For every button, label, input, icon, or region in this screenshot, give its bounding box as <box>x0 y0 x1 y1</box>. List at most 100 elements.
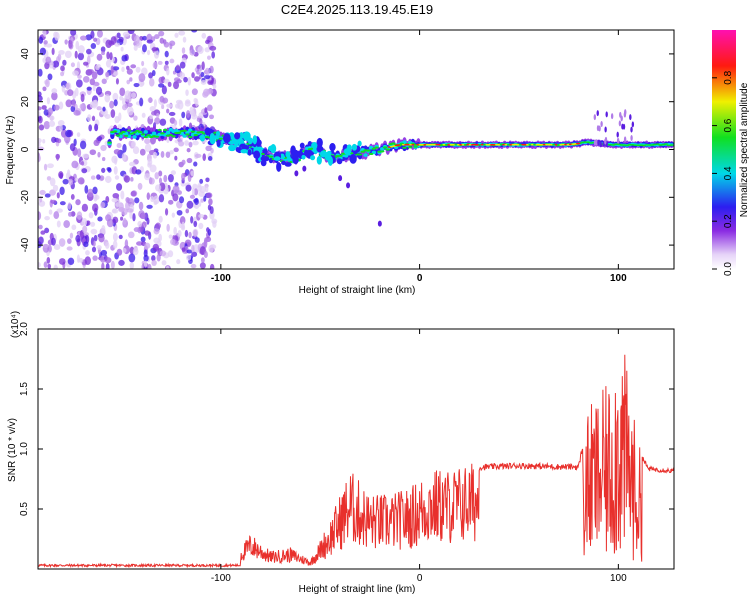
spectrogram-blob <box>122 247 127 253</box>
cluster-blob <box>223 133 231 144</box>
spectrogram-blob <box>179 72 186 80</box>
spectrogram-blob <box>198 222 204 230</box>
cluster-blob <box>336 158 343 165</box>
spectrogram-blob <box>190 170 195 177</box>
spectrogram-blob <box>141 112 146 118</box>
spectrogram-blob <box>144 138 151 145</box>
spectrogram-blob <box>149 114 154 120</box>
ridge-blob <box>112 130 118 133</box>
spectrogram-blob <box>56 192 60 199</box>
spectrogram-blob <box>67 202 72 210</box>
spectrogram-blob <box>82 153 90 159</box>
spike-blob <box>593 139 597 146</box>
spectrogram-blob <box>149 106 156 112</box>
spectrogram-blob <box>184 229 189 238</box>
spectrogram-blob <box>71 98 76 108</box>
spectrogram-blob <box>43 40 48 45</box>
spectrogram-blob <box>48 209 53 215</box>
spectrogram-blob <box>209 65 214 74</box>
spectrogram-blob <box>46 97 51 105</box>
spectrogram-blob <box>168 234 173 239</box>
spectrogram-blob <box>153 99 157 108</box>
spectrogram-blob <box>96 30 103 38</box>
spectrogram-blob <box>206 104 213 112</box>
spectrogram-blob <box>126 208 134 213</box>
cluster-blob <box>310 155 316 161</box>
spectrogram-blob <box>205 145 212 152</box>
spectrogram-blob <box>204 107 208 114</box>
spectrogram-blob <box>38 68 43 77</box>
spectrogram-blob <box>115 78 119 85</box>
spectrogram-blob <box>212 84 217 89</box>
spectrogram-blob <box>159 250 167 257</box>
spectrogram-blob <box>42 243 49 248</box>
spectrogram-blob <box>93 196 98 202</box>
spectrogram-blob <box>113 166 118 175</box>
x-tick-label: 0 <box>417 573 423 584</box>
spectrogram-blob <box>75 40 80 50</box>
spectrogram-blob <box>118 112 122 121</box>
spectrogram-blob <box>82 76 90 83</box>
spectrogram-blob <box>88 212 94 219</box>
spectrogram-blob <box>70 193 75 200</box>
spectrogram-blob <box>206 88 214 95</box>
spectrogram-blob <box>69 143 76 152</box>
snr-y-axis-label: SNR (10 * v/v) <box>7 418 18 482</box>
spectrogram-blob <box>51 47 55 56</box>
spectrogram-blob <box>116 183 123 191</box>
cluster-blob <box>273 156 281 161</box>
spectrogram-blob <box>38 115 43 124</box>
spectrogram-blob <box>153 49 160 59</box>
spike-blob <box>621 123 624 130</box>
spectrogram-blob <box>155 222 161 230</box>
spectrogram-blob <box>190 216 194 224</box>
spectrogram-blob <box>180 181 186 187</box>
spectrogram-blob <box>189 106 194 115</box>
spectrogram-blob <box>53 264 58 269</box>
spectrogram-blob <box>139 97 144 107</box>
spectrogram-blob <box>92 203 99 213</box>
spectrogram-blob <box>121 54 128 62</box>
ridge-blob <box>137 131 143 134</box>
spectrogram-blob <box>91 115 96 122</box>
cluster-blob <box>255 139 262 147</box>
spectrogram-blob <box>154 34 160 40</box>
spectrogram-blob <box>136 241 143 246</box>
spectrogram-blob <box>162 97 169 104</box>
spectrogram-blob <box>154 172 159 180</box>
spectrogram-blob <box>181 47 186 54</box>
spectrogram-blob <box>130 177 134 182</box>
spectrogram-blob <box>91 246 97 253</box>
cluster-blob <box>260 156 267 162</box>
spectrogram-blob <box>189 49 196 56</box>
spectrogram-blob <box>189 194 196 199</box>
cluster-blob <box>228 144 236 152</box>
spectrogram-blob <box>163 41 170 48</box>
spectrogram-blob <box>191 244 195 253</box>
spectrogram-blob <box>59 201 66 206</box>
ridge-blob <box>190 130 196 133</box>
cluster-blob <box>319 150 327 158</box>
spectrogram-blob <box>209 114 215 120</box>
spectrogram-blob <box>45 56 52 64</box>
spectrogram-blob <box>142 44 147 53</box>
spectrogram-blob <box>144 173 151 181</box>
spectrogram-blob <box>43 261 48 268</box>
spectrogram-blob <box>133 45 138 51</box>
spectrogram-blob <box>209 263 215 269</box>
spectrogram-blob <box>160 151 165 158</box>
spike-blob <box>605 111 608 118</box>
spike-blob <box>618 120 622 127</box>
spectrogram-blob <box>87 69 94 74</box>
spike-blob <box>629 114 632 121</box>
snr-y-ticks: 0.5 1.0 1.5 2.0 <box>19 322 674 516</box>
spectrogram-blob <box>191 72 195 79</box>
cluster-blob <box>343 148 352 155</box>
spectrogram-blob <box>181 247 186 252</box>
spectrogram-blob <box>156 112 160 118</box>
spectrogram-blob <box>47 73 53 81</box>
spectrogram-blob <box>47 163 54 169</box>
spectrogram-blob <box>105 214 112 222</box>
spectrogram-blob <box>173 81 180 90</box>
spectrogram-blob <box>90 43 97 50</box>
